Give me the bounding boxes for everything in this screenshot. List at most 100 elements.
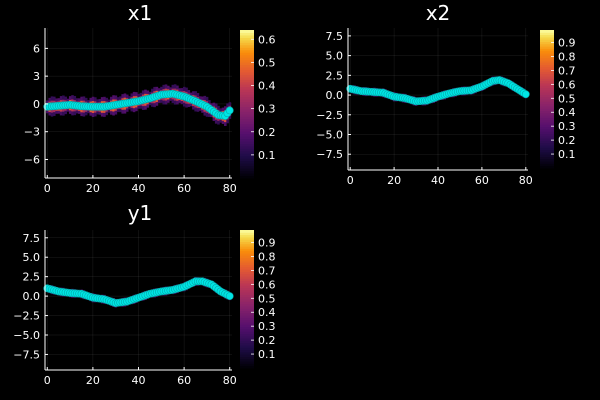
colorbar-segment [240, 273, 254, 277]
colorbar-segment [240, 47, 254, 51]
colorbar-segment [540, 62, 554, 65]
heatmap-cell [123, 105, 127, 110]
colorbar-segment [240, 168, 254, 172]
colorbar-segment [240, 266, 254, 270]
colorbar-segment [540, 99, 554, 102]
colorbar-segment [540, 140, 554, 144]
colorbar-segment [240, 246, 254, 249]
colorbar-segment [540, 135, 554, 139]
heatmap-cell [123, 109, 127, 114]
colorbar-segment [540, 122, 554, 125]
colorbar-segment [540, 165, 554, 169]
heatmap-cell [155, 101, 159, 106]
scatter-point [521, 90, 530, 99]
colorbar-segment [240, 165, 254, 169]
colorbar-segment [240, 136, 254, 140]
colorbar-segment [240, 271, 254, 275]
x-tick-label: 20 [86, 182, 100, 195]
colorbar-segment [240, 49, 254, 53]
heatmap-cell [84, 111, 88, 116]
colorbar-segment [240, 308, 254, 311]
heatmap-cell [157, 99, 161, 103]
colorbar-segment [240, 294, 254, 298]
colorbar-segment [240, 292, 254, 295]
heatmap-cell [219, 119, 223, 123]
colorbar-segment [240, 158, 254, 162]
colorbar-segment [240, 349, 254, 353]
heatmap-cell [176, 85, 179, 90]
colorbar-segment [240, 74, 254, 78]
heatmap-cell [59, 111, 63, 116]
heatmap-cell [189, 103, 193, 107]
colorbar-segment [240, 347, 254, 351]
heatmap-cell [144, 101, 147, 106]
heatmap-cell [46, 110, 49, 114]
heatmap-cell [116, 108, 120, 113]
heatmap-cell [135, 92, 138, 97]
heatmap-cell [71, 95, 74, 100]
heatmap-cell [57, 98, 61, 102]
x-tick-label: 80 [519, 174, 533, 187]
heatmap-cell [180, 88, 184, 92]
colorbar-segment [540, 48, 554, 52]
colorbar-segment [240, 241, 254, 245]
colorbar-segment [240, 81, 254, 85]
heatmap-cell [201, 109, 204, 113]
x-tick-label: 40 [132, 182, 146, 195]
colorbar-segment [240, 365, 254, 369]
y-tick-label: −2.5 [316, 109, 343, 122]
heatmap-cell [187, 103, 191, 107]
colorbar-segment [540, 50, 554, 54]
heatmap-cell [210, 103, 213, 107]
heatmap-cell [71, 111, 74, 116]
heatmap-cell [82, 112, 86, 117]
heatmap-cell [121, 109, 124, 114]
heatmap-cell [173, 96, 177, 101]
colorbar-segment [240, 282, 254, 286]
y-tick-label: 7.5 [326, 30, 344, 43]
colorbar-segment [240, 123, 254, 127]
heatmap-cell [112, 111, 115, 116]
colorbar-segment [240, 173, 254, 177]
heatmap-cell [125, 108, 129, 112]
colorbar-segment [240, 340, 254, 344]
colorbar-segment [240, 285, 254, 288]
heatmap-cell [162, 100, 166, 105]
colorbar-segment [240, 141, 254, 144]
colorbar-segment [240, 116, 254, 120]
colorbar-segment [240, 67, 254, 70]
colorbar-segment [240, 163, 254, 167]
heatmap-cell [141, 105, 145, 110]
colorbar-tick-label: 0.8 [558, 50, 576, 63]
y-tick-label: −7.5 [13, 348, 40, 361]
colorbar-segment [240, 331, 254, 334]
heatmap-cell [196, 93, 200, 98]
colorbar-segment [540, 41, 554, 45]
heatmap-cell [228, 115, 232, 119]
heatmap-cell [75, 98, 79, 102]
colorbar-segment [540, 94, 554, 98]
heatmap-cell [103, 96, 106, 102]
heatmap-cell [148, 102, 152, 106]
heatmap-cell [87, 100, 90, 103]
colorbar-segment [240, 138, 254, 142]
heatmap-cell [94, 97, 97, 102]
colorbar-segment [240, 79, 254, 83]
heatmap-cell [226, 119, 229, 124]
heatmap-cell [94, 112, 97, 117]
colorbar-segment [540, 163, 554, 167]
heatmap-cell [203, 111, 207, 116]
heatmap-cell [89, 111, 93, 116]
colorbar-tick-label: 0.1 [558, 148, 576, 161]
colorbar-segment [240, 257, 254, 261]
colorbar-segment [240, 358, 254, 362]
colorbar-segment [240, 280, 254, 284]
y-tick-label: −5.0 [13, 329, 40, 342]
colorbar-segment [240, 118, 254, 122]
heatmap-cell [151, 88, 154, 93]
heatmap-cell [107, 99, 111, 103]
heatmap-cell [94, 108, 97, 113]
heatmap-cell [80, 96, 83, 101]
heatmap-cell [196, 107, 200, 112]
